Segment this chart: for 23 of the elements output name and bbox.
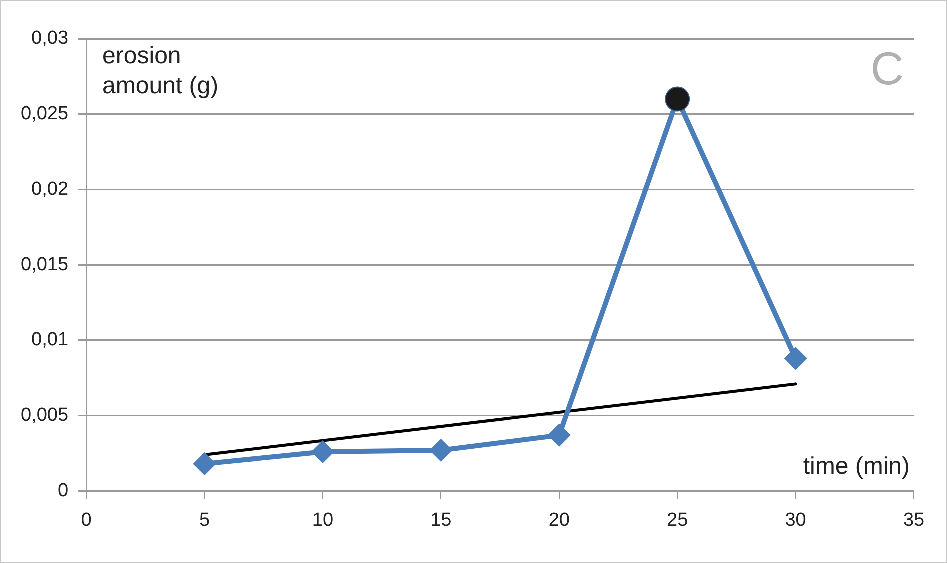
- x-tick-label: 25: [667, 510, 688, 531]
- y-tick-label: 0,005: [21, 405, 69, 426]
- x-tick-label: 20: [548, 510, 570, 531]
- y-tick-label: 0,025: [21, 104, 69, 125]
- x-tick-label: 15: [430, 510, 452, 531]
- y-tick-label: 0,015: [21, 254, 69, 276]
- annotation: C: [870, 42, 904, 95]
- y-tick-label: 0,03: [32, 28, 69, 50]
- y-axis-title: erosion amount (g): [102, 42, 219, 100]
- x-axis-title: time (min): [803, 452, 910, 480]
- x-tick-label: 5: [199, 510, 210, 531]
- x-tick-label: 30: [785, 510, 806, 531]
- x-tick-label: 0: [81, 510, 92, 531]
- point: [548, 424, 570, 446]
- y-tick-label: 0: [58, 480, 69, 502]
- x-tick-label: 10: [312, 510, 334, 531]
- y-tick-label: 0,01: [32, 330, 69, 351]
- point: [194, 454, 216, 475]
- y-tick-label: 0,02: [32, 178, 69, 200]
- point: [430, 440, 452, 461]
- point: [785, 348, 806, 370]
- x-tick-label: 35: [903, 510, 925, 531]
- point: [312, 442, 334, 463]
